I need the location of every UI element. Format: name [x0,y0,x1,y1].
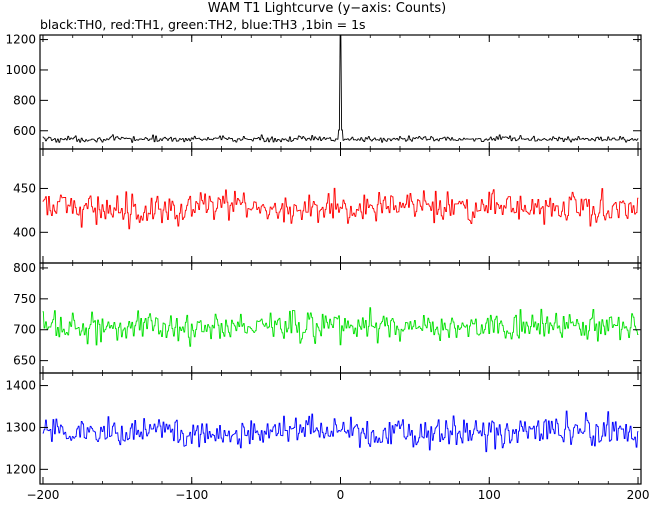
chart-title: WAM T1 Lightcurve (y−axis: Counts) [207,1,447,16]
y-tick-label: 600 [13,124,36,138]
x-tick-label: 200 [627,488,650,502]
panel-frame-th0 [39,34,642,150]
y-tick-label: 750 [13,292,36,306]
y-tick-label: 450 [13,181,36,195]
y-tick-label: 800 [13,93,36,107]
y-tick-label: 1000 [5,63,36,77]
y-tick-label: 700 [13,323,36,337]
series-th2 [42,307,639,347]
series-th0 [42,35,639,143]
y-tick-label: 1200 [5,462,36,476]
chart-subtitle: black:TH0, red:TH1, green:TH2, blue:TH3 … [40,17,366,32]
y-tick-label: 1300 [5,420,36,434]
series-th3 [42,410,639,453]
y-tick-label: 800 [13,261,36,275]
y-tick-label: 1400 [5,379,36,393]
x-tick-label: −100 [175,488,208,502]
x-tick-label: −200 [26,488,59,502]
y-tick-label: 400 [13,225,36,239]
y-tick-label: 1200 [5,33,36,47]
x-tick-label: 100 [478,488,501,502]
series-th1 [42,187,639,230]
y-tick-label: 650 [13,354,36,368]
panel-frame-th2 [39,262,642,374]
x-tick-label: 0 [337,488,345,502]
